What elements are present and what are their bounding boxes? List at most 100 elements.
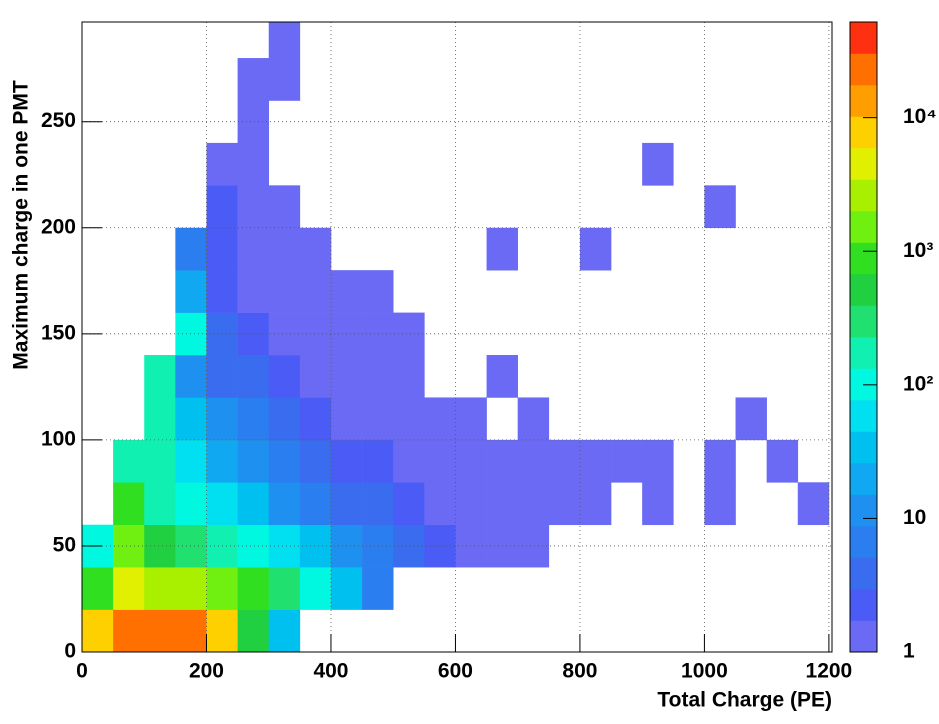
heatmap-cell <box>113 609 145 652</box>
heatmap-cell <box>486 482 518 526</box>
colorbar-swatch <box>850 305 877 338</box>
heatmap-cell <box>206 355 238 398</box>
colorbar-swatch <box>850 85 877 117</box>
heatmap-cell <box>299 270 332 313</box>
colorbar-swatch <box>850 526 877 558</box>
x-tick-label: 1000 <box>681 660 728 683</box>
heatmap-cell <box>144 482 176 526</box>
colorbar-swatch <box>850 337 877 369</box>
y-tick-label: 250 <box>41 109 76 132</box>
heatmap-cell <box>393 439 425 483</box>
y-tick-label: 150 <box>41 321 76 344</box>
heatmap-cell <box>486 439 518 483</box>
heatmap-cell <box>330 439 363 483</box>
heatmap-cell <box>330 270 363 313</box>
heatmap-cell <box>268 185 301 229</box>
heatmap-cell <box>579 227 612 271</box>
heatmap-cell <box>175 227 207 271</box>
heatmap-cell <box>704 185 736 229</box>
colorbar-swatch <box>850 274 877 306</box>
heatmap-cell <box>299 355 332 398</box>
heatmap-cell <box>362 312 394 356</box>
heatmap-cell <box>517 482 550 526</box>
heatmap-cell <box>237 355 270 398</box>
heatmap-cell <box>268 22 301 59</box>
colorbar-swatch <box>850 148 877 180</box>
y-tick-label: 200 <box>41 215 76 238</box>
y-tick-label: 100 <box>41 427 76 450</box>
heatmap-cell <box>268 524 301 568</box>
heatmap-cell <box>642 142 674 186</box>
heatmap-cell <box>175 397 207 441</box>
colorbar-swatch <box>850 400 877 432</box>
heatmap-cell <box>704 482 736 526</box>
colorbar-tick-label: 10 <box>903 506 926 529</box>
heatmap-cell <box>424 524 456 568</box>
colorbar-swatch <box>850 589 877 621</box>
heatmap-cell <box>797 482 830 526</box>
colorbar-swatch <box>850 463 877 495</box>
heatmap-cell <box>704 439 736 483</box>
heatmap-cell <box>268 227 301 271</box>
colorbar-tick-label: 10² <box>903 372 933 395</box>
heatmap-cell <box>548 482 581 526</box>
heatmap-cell <box>362 270 394 313</box>
heatmap-cell <box>486 355 518 398</box>
heatmap-cell <box>206 482 238 526</box>
heatmap-cell <box>424 439 456 483</box>
heatmap-cell <box>299 482 332 526</box>
y-tick-label: 0 <box>64 640 76 663</box>
heatmap-cell <box>113 524 145 568</box>
x-tick-label: 800 <box>562 660 597 683</box>
colorbar-tick-label: 10⁴ <box>903 105 937 128</box>
heatmap-cell <box>144 355 176 398</box>
heatmap-cell <box>517 397 550 441</box>
heatmap-cell <box>299 397 332 441</box>
heatmap-cell <box>237 142 270 186</box>
heatmap-cell <box>735 397 767 441</box>
heatmap-cell <box>393 355 425 398</box>
heatmap-cell <box>393 524 425 568</box>
heatmap-cell <box>330 567 363 610</box>
colorbar-swatch <box>850 116 877 149</box>
heatmap-cell <box>268 312 301 356</box>
heatmap-cell <box>206 142 238 186</box>
heatmap-cell <box>486 227 518 271</box>
heatmap-cell <box>237 567 270 610</box>
heatmap-cell <box>144 609 176 652</box>
heatmap-cell <box>393 482 425 526</box>
colorbar-swatch <box>850 620 877 653</box>
heatmap-cell <box>268 609 301 652</box>
heatmap-cell <box>113 567 145 610</box>
heatmap-cell <box>175 270 207 313</box>
heatmap-cell <box>424 482 456 526</box>
heatmap-cell <box>175 482 207 526</box>
y-tick-label: 50 <box>53 533 76 556</box>
heatmap-cell <box>268 439 301 483</box>
colorbar-swatch <box>850 557 877 590</box>
heatmap-cell <box>268 355 301 398</box>
heatmap-cell <box>642 482 674 526</box>
x-tick-label: 1200 <box>806 660 853 683</box>
x-tick-label: 400 <box>313 660 348 683</box>
heatmap <box>82 22 830 652</box>
heatmap-cell <box>330 482 363 526</box>
plot-frame <box>81 21 833 653</box>
heatmap-cell <box>362 355 394 398</box>
x-tick-label: 200 <box>189 660 224 683</box>
heatmap-cell <box>175 567 207 610</box>
heatmap-cell <box>268 270 301 313</box>
heatmap-cell <box>579 439 612 483</box>
heatmap-cell <box>362 567 394 610</box>
heatmap-cell <box>268 58 301 101</box>
heatmap-cell <box>237 482 270 526</box>
heatmap-cell <box>268 397 301 441</box>
heatmap-cell <box>362 439 394 483</box>
heatmap-cell <box>237 270 270 313</box>
axes: 0 200 400 600 800 1000 1200 0 50 100 150 200 250 1 10 1… <box>41 21 937 683</box>
heatmap-cell <box>362 397 394 441</box>
heatmap-cell <box>113 439 145 483</box>
heatmap-cell <box>517 439 550 483</box>
heatmap-cell <box>237 58 270 101</box>
y-axis-label: Maximum charge in one PMT <box>10 80 33 370</box>
